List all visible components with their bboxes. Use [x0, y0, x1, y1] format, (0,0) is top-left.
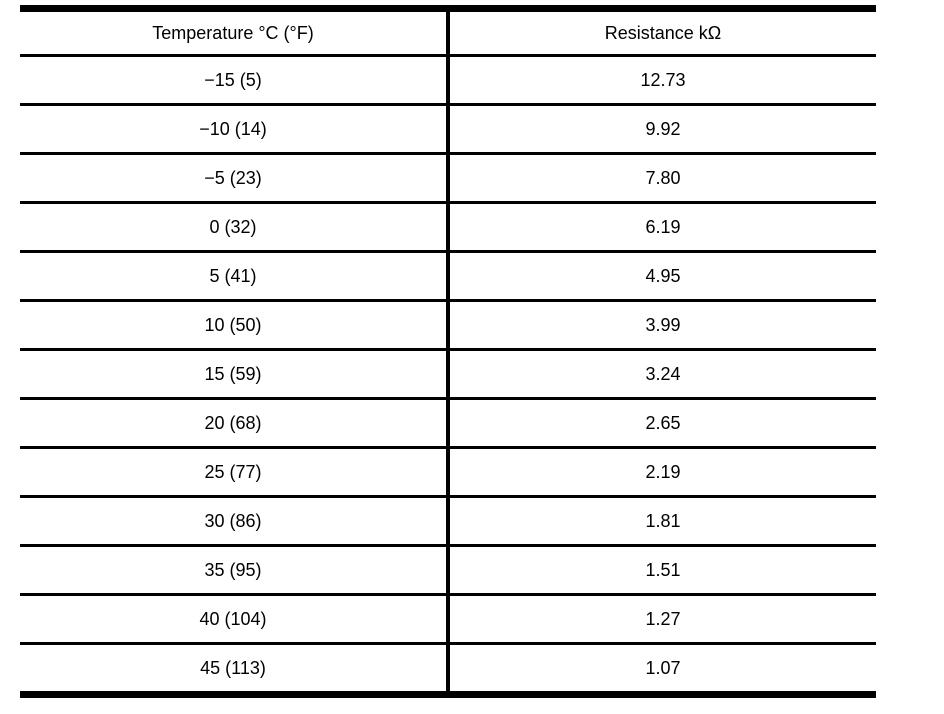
- temperature-cell: 10 (50): [20, 299, 450, 350]
- table-row: 0 (32) 6.19: [20, 201, 876, 252]
- column-header-temperature: Temperature °C (°F): [20, 8, 450, 56]
- temperature-cell: 0 (32): [20, 201, 450, 252]
- table-row: −15 (5) 12.73: [20, 54, 876, 105]
- table-row: 15 (59) 3.24: [20, 348, 876, 399]
- resistance-cell: 7.80: [448, 152, 876, 203]
- resistance-cell: 2.65: [448, 397, 876, 448]
- resistance-cell: 1.07: [448, 642, 876, 695]
- resistance-cell: 6.19: [448, 201, 876, 252]
- temperature-cell: 45 (113): [20, 642, 450, 695]
- table-row: 5 (41) 4.95: [20, 250, 876, 301]
- temperature-cell: −5 (23): [20, 152, 450, 203]
- temperature-cell: 15 (59): [20, 348, 450, 399]
- temperature-cell: 25 (77): [20, 446, 450, 497]
- resistance-cell: 9.92: [448, 103, 876, 154]
- table-row: 40 (104) 1.27: [20, 593, 876, 644]
- resistance-cell: 1.51: [448, 544, 876, 595]
- resistance-cell: 1.27: [448, 593, 876, 644]
- table-row: 10 (50) 3.99: [20, 299, 876, 350]
- temperature-cell: 40 (104): [20, 593, 450, 644]
- column-header-resistance: Resistance kΩ: [604, 22, 722, 43]
- temperature-cell: 5 (41): [20, 250, 450, 301]
- table-row: 35 (95) 1.51: [20, 544, 876, 595]
- table-row: 45 (113) 1.07: [20, 642, 876, 695]
- header-row: Temperature °C (°F) Resistance kΩ: [20, 8, 876, 56]
- resistance-cell: 3.24: [448, 348, 876, 399]
- resistance-cell: 4.95: [448, 250, 876, 301]
- table-row: −10 (14) 9.92: [20, 103, 876, 154]
- resistance-cell: 2.19: [448, 446, 876, 497]
- temperature-cell: 20 (68): [20, 397, 450, 448]
- resistance-cell: 12.73: [448, 54, 876, 105]
- table-row: −5 (23) 7.80: [20, 152, 876, 203]
- table-row: 30 (86) 1.81: [20, 495, 876, 546]
- temperature-cell: 35 (95): [20, 544, 450, 595]
- temperature-cell: −15 (5): [20, 54, 450, 105]
- resistance-cell: 1.81: [448, 495, 876, 546]
- temperature-cell: −10 (14): [20, 103, 450, 154]
- resistance-cell: 3.99: [448, 299, 876, 350]
- temperature-resistance-table: Temperature °C (°F) Resistance kΩ −15 (5…: [20, 5, 876, 698]
- temperature-cell: 30 (86): [20, 495, 450, 546]
- table-row: 25 (77) 2.19: [20, 446, 876, 497]
- table-row: 20 (68) 2.65: [20, 397, 876, 448]
